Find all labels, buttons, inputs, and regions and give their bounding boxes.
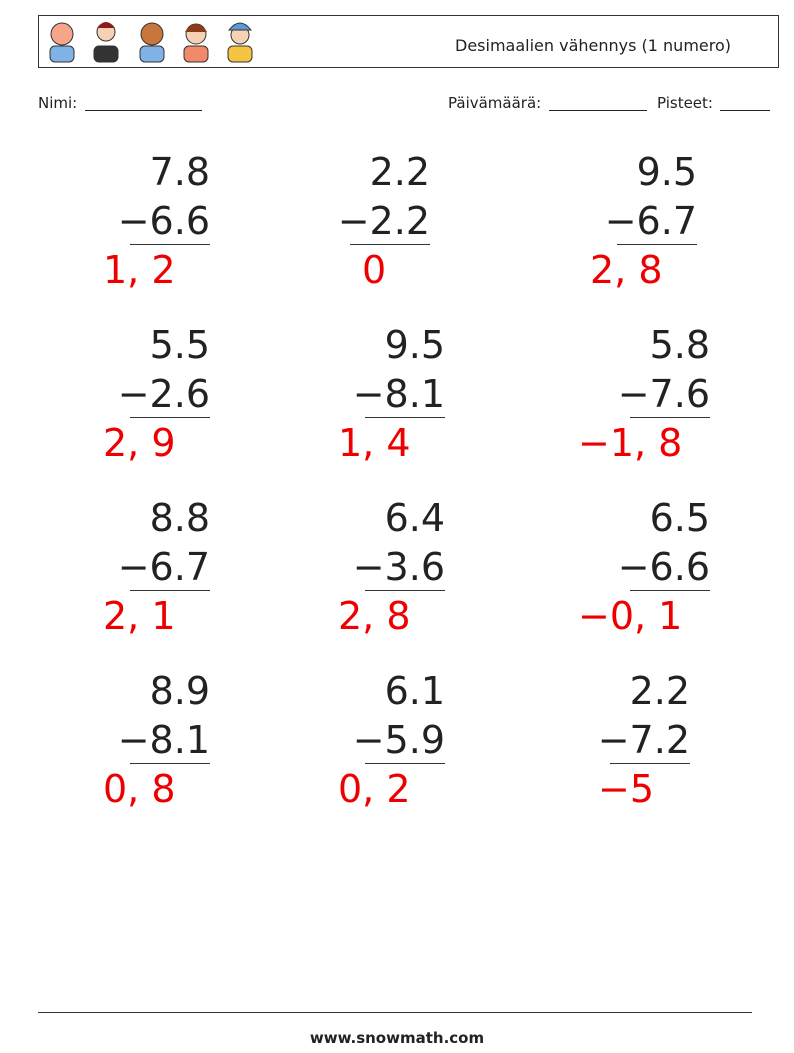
subtrahend: −6.6 bbox=[117, 199, 210, 243]
answer: 1, 4 bbox=[338, 421, 411, 465]
icons bbox=[49, 22, 253, 63]
subtrahend: −8.1 bbox=[117, 718, 210, 762]
footer-url: www.snowmath.com bbox=[309, 1029, 485, 1047]
subtrahend: −6.6 bbox=[617, 545, 710, 589]
icon bbox=[183, 23, 209, 63]
minuend: 7.8 bbox=[149, 150, 210, 194]
answer-line bbox=[350, 244, 430, 245]
subtrahend: −5.9 bbox=[352, 718, 445, 762]
icon bbox=[93, 22, 119, 63]
icon bbox=[139, 22, 165, 63]
subtrahend: −8.1 bbox=[352, 372, 445, 416]
icon bbox=[49, 22, 75, 63]
answer: 1, 2 bbox=[103, 248, 176, 292]
answer-line bbox=[610, 763, 690, 764]
answer-line bbox=[630, 590, 710, 591]
subtrahend: −2.2 bbox=[337, 199, 430, 243]
answer-line bbox=[630, 417, 710, 418]
answer: −5 bbox=[598, 767, 655, 811]
answer-line bbox=[130, 590, 210, 591]
minuend: 8.8 bbox=[149, 496, 210, 540]
title: Desimaalien vähennys (1 numero) bbox=[455, 36, 732, 55]
header-box bbox=[38, 15, 779, 68]
footer-rule bbox=[38, 1012, 752, 1013]
answer-line bbox=[365, 417, 445, 418]
answer-line bbox=[617, 244, 697, 245]
answer-line bbox=[130, 763, 210, 764]
answer: 0 bbox=[362, 248, 387, 292]
minuend: 9.5 bbox=[636, 150, 697, 194]
subtrahend: −2.6 bbox=[117, 372, 210, 416]
minuend: 5.8 bbox=[649, 323, 710, 367]
minuend: 2.2 bbox=[629, 669, 690, 713]
answer-line bbox=[365, 763, 445, 764]
score-line bbox=[720, 94, 770, 111]
icon bbox=[227, 22, 253, 63]
answer: 0, 8 bbox=[103, 767, 176, 811]
answer-line bbox=[365, 590, 445, 591]
subtrahend: −7.6 bbox=[617, 372, 710, 416]
subtrahend: −6.7 bbox=[117, 545, 210, 589]
answer: 2, 8 bbox=[338, 594, 411, 638]
date-label: Päivämäärä: bbox=[448, 94, 542, 112]
answer: −1, 8 bbox=[578, 421, 683, 465]
minuend: 8.9 bbox=[149, 669, 210, 713]
answer: 0, 2 bbox=[338, 767, 411, 811]
minuend: 6.1 bbox=[384, 669, 445, 713]
answer: 2, 8 bbox=[590, 248, 663, 292]
subtrahend: −3.6 bbox=[352, 545, 445, 589]
subtrahend: −6.7 bbox=[604, 199, 697, 243]
minuend: 9.5 bbox=[384, 323, 445, 367]
minuend: 6.5 bbox=[649, 496, 710, 540]
date-line bbox=[549, 94, 647, 111]
answer-line bbox=[130, 244, 210, 245]
answer: 2, 9 bbox=[103, 421, 176, 465]
name-label: Nimi: bbox=[38, 94, 78, 112]
score-label: Pisteet: bbox=[657, 94, 713, 112]
minuend: 2.2 bbox=[369, 150, 430, 194]
minuend: 6.4 bbox=[384, 496, 445, 540]
answer: −0, 1 bbox=[578, 594, 683, 638]
name-line bbox=[85, 94, 202, 111]
answer: 2, 1 bbox=[103, 594, 176, 638]
answer-line bbox=[130, 417, 210, 418]
subtrahend: −7.2 bbox=[597, 718, 690, 762]
minuend: 5.5 bbox=[149, 323, 210, 367]
